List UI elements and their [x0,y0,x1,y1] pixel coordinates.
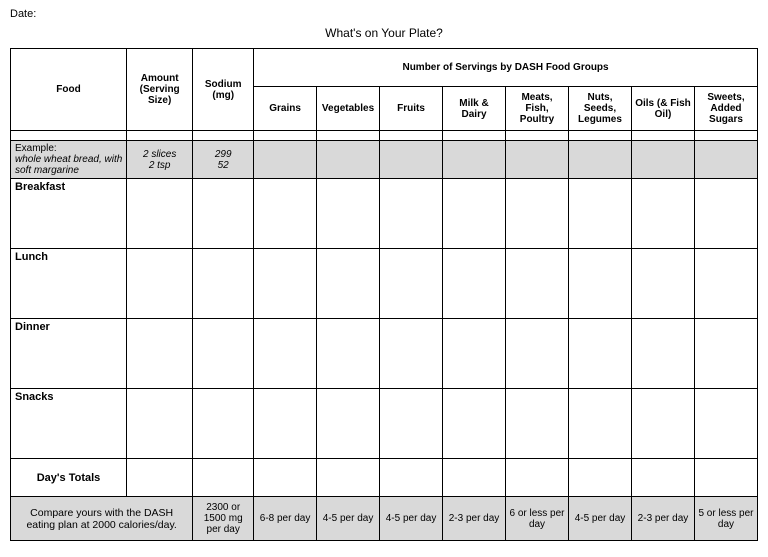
group-header: Vegetables [317,87,380,131]
header-row-1: Food Amount (Serving Size) Sodium (mg) N… [11,49,758,87]
compare-group: 6-8 per day [254,497,317,541]
meal-label: Breakfast [11,179,127,249]
compare-sodium: 2300 or 1500 mg per day [193,497,254,541]
compare-text: Compare yours with the DASH eating plan … [11,497,193,541]
date-label: Date: [10,8,758,20]
compare-row: Compare yours with the DASH eating plan … [11,497,758,541]
col-sodium-header: Sodium (mg) [193,49,254,131]
meal-row-lunch: Lunch [11,249,758,319]
meal-row-breakfast: Breakfast [11,179,758,249]
example-row: Example: whole wheat bread, with soft ma… [11,141,758,179]
group-header: Sweets, Added Sugars [694,87,757,131]
meal-label: Dinner [11,319,127,389]
compare-group: 4-5 per day [380,497,443,541]
col-groups-header: Number of Servings by DASH Food Groups [254,49,758,87]
dash-table: Food Amount (Serving Size) Sodium (mg) N… [10,48,758,541]
group-header: Meats, Fish, Poultry [506,87,569,131]
meal-label: Snacks [11,389,127,459]
compare-group: 4-5 per day [317,497,380,541]
spacer-row [11,131,758,141]
example-amount: 2 slices2 tsp [127,141,193,179]
group-header: Milk & Dairy [443,87,506,131]
group-header: Grains [254,87,317,131]
page-title: What's on Your Plate? [10,26,758,40]
example-food-text: whole wheat bread, with soft margarine [15,154,122,176]
compare-group: 6 or less per day [506,497,569,541]
meal-label: Lunch [11,249,127,319]
meal-row-snacks: Snacks [11,389,758,459]
example-food: Example: whole wheat bread, with soft ma… [11,141,127,179]
compare-group: 2-3 per day [631,497,694,541]
meal-row-dinner: Dinner [11,319,758,389]
group-header: Fruits [380,87,443,131]
totals-label: Day's Totals [11,459,127,497]
compare-group: 4-5 per day [569,497,632,541]
example-sodium: 29952 [193,141,254,179]
compare-group: 2-3 per day [443,497,506,541]
compare-group: 5 or less per day [694,497,757,541]
col-food-header: Food [11,49,127,131]
totals-row: Day's Totals [11,459,758,497]
col-amount-header: Amount (Serving Size) [127,49,193,131]
group-header: Oils (& Fish Oil) [631,87,694,131]
example-label: Example: [15,143,123,154]
group-header: Nuts, Seeds, Legumes [569,87,632,131]
